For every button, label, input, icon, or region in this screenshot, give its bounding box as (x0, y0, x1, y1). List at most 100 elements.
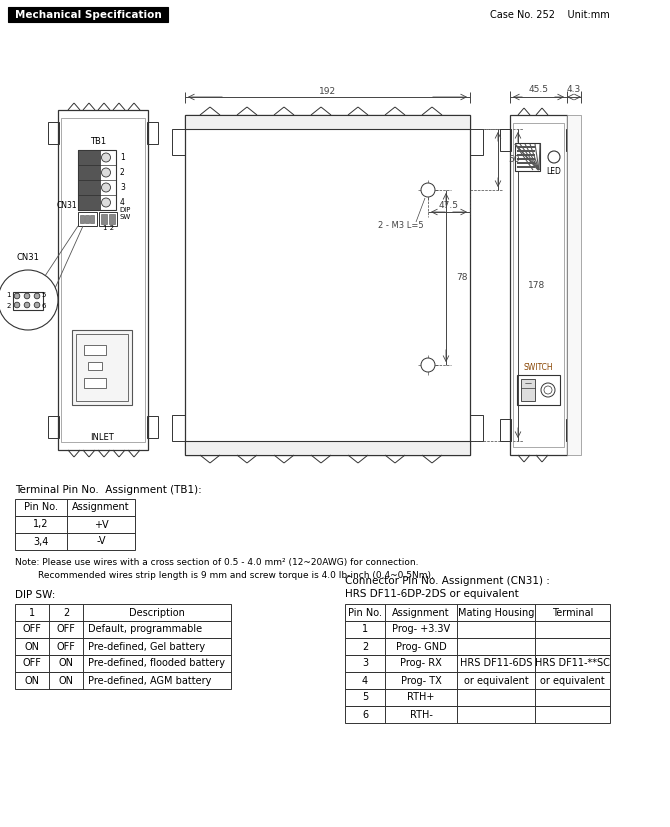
Text: Mechanical Specification: Mechanical Specification (15, 9, 161, 20)
Circle shape (541, 383, 555, 397)
Text: SWITCH: SWITCH (523, 364, 553, 372)
Text: LED: LED (547, 166, 561, 175)
Text: DIP SW:: DIP SW: (15, 590, 56, 600)
Text: Prog- TX: Prog- TX (401, 676, 442, 686)
Text: Pin No.: Pin No. (348, 608, 382, 618)
Text: OFF: OFF (23, 658, 42, 668)
Text: 50: 50 (508, 155, 519, 164)
Text: RTH+: RTH+ (407, 692, 435, 702)
Bar (15, 655, 231, 672)
Text: 3: 3 (120, 183, 125, 192)
Text: 78: 78 (456, 273, 468, 282)
Bar (345, 638, 610, 655)
Bar (172, 129, 185, 155)
Text: —: — (525, 380, 531, 386)
Bar (8, 7, 168, 22)
Text: 5: 5 (362, 692, 368, 702)
Text: Prog- +3.3V: Prog- +3.3V (392, 624, 450, 634)
Bar (15, 533, 135, 550)
Text: Pin No.: Pin No. (24, 503, 58, 513)
Text: SW: SW (119, 214, 130, 220)
Bar (15, 621, 231, 638)
Circle shape (24, 294, 29, 299)
Text: Connector Pin No. Assignment (CN31) :: Connector Pin No. Assignment (CN31) : (345, 576, 550, 586)
Bar (345, 689, 610, 706)
Text: Pre-defined, AGM battery: Pre-defined, AGM battery (88, 676, 211, 686)
Bar (58, 110, 148, 450)
Text: ON: ON (58, 658, 74, 668)
Text: 1: 1 (7, 292, 11, 298)
Bar (84, 378, 106, 388)
Circle shape (421, 358, 435, 372)
Bar (48, 416, 59, 438)
Bar (185, 115, 470, 455)
Circle shape (34, 302, 40, 308)
Bar (567, 115, 581, 455)
Text: +V: +V (94, 519, 109, 529)
Bar (78, 180, 100, 195)
Text: CN31: CN31 (17, 254, 40, 262)
Circle shape (544, 386, 552, 394)
Text: Note: Please use wires with a cross section of 0.5 - 4.0 mm² (12~20AWG) for conn: Note: Please use wires with a cross sect… (15, 558, 419, 567)
Text: Case No. 252    Unit:mm: Case No. 252 Unit:mm (490, 9, 610, 20)
Text: Prog- GND: Prog- GND (395, 642, 446, 652)
Text: -V: -V (96, 537, 106, 547)
Text: Assignment: Assignment (72, 503, 130, 513)
Bar (345, 706, 610, 723)
Text: 2: 2 (120, 168, 125, 177)
Bar (78, 165, 100, 180)
Circle shape (548, 151, 560, 163)
Bar (48, 122, 59, 144)
Bar (72, 330, 132, 405)
Text: HRS DF11-**SC: HRS DF11-**SC (535, 658, 610, 668)
Bar (15, 638, 231, 655)
Text: 2: 2 (63, 608, 69, 618)
Circle shape (101, 183, 111, 192)
Text: 2: 2 (7, 303, 11, 309)
Bar (85, 215, 89, 223)
Bar (84, 345, 106, 355)
Text: OFF: OFF (56, 624, 76, 634)
Bar (15, 516, 135, 533)
Bar (13, 292, 43, 310)
Bar (88, 362, 102, 370)
Bar (99, 212, 117, 226)
Bar (345, 604, 610, 621)
Text: 47.5: 47.5 (439, 200, 459, 209)
Text: 2: 2 (362, 642, 368, 652)
Text: 192: 192 (319, 87, 336, 95)
Bar (470, 129, 483, 155)
Bar (517, 375, 560, 405)
Bar (500, 419, 511, 441)
Bar (566, 419, 577, 441)
Bar (516, 144, 539, 170)
Text: 1: 1 (362, 624, 368, 634)
Text: DIP: DIP (119, 207, 131, 213)
Bar (80, 215, 84, 223)
Bar (500, 129, 511, 151)
Bar (76, 334, 128, 401)
Bar (515, 143, 540, 171)
Text: 45.5: 45.5 (529, 85, 549, 94)
Text: 6: 6 (41, 303, 46, 309)
Text: 3,4: 3,4 (34, 537, 49, 547)
Text: OFF: OFF (56, 642, 76, 652)
Text: Description: Description (129, 608, 185, 618)
Text: 4: 4 (120, 198, 125, 207)
Text: RTH-: RTH- (409, 710, 432, 719)
Bar (61, 118, 145, 442)
Bar (78, 150, 100, 165)
Text: Pre-defined, flooded battery: Pre-defined, flooded battery (88, 658, 225, 668)
Bar (78, 195, 100, 210)
Circle shape (421, 183, 435, 197)
Bar (15, 672, 231, 689)
Bar (147, 122, 158, 144)
Bar (510, 115, 567, 455)
Bar (15, 604, 231, 621)
Bar (470, 415, 483, 441)
Circle shape (24, 302, 29, 308)
Text: CN31: CN31 (56, 202, 77, 211)
Text: Terminal: Terminal (552, 608, 593, 618)
Text: 3: 3 (362, 658, 368, 668)
Circle shape (14, 294, 20, 299)
